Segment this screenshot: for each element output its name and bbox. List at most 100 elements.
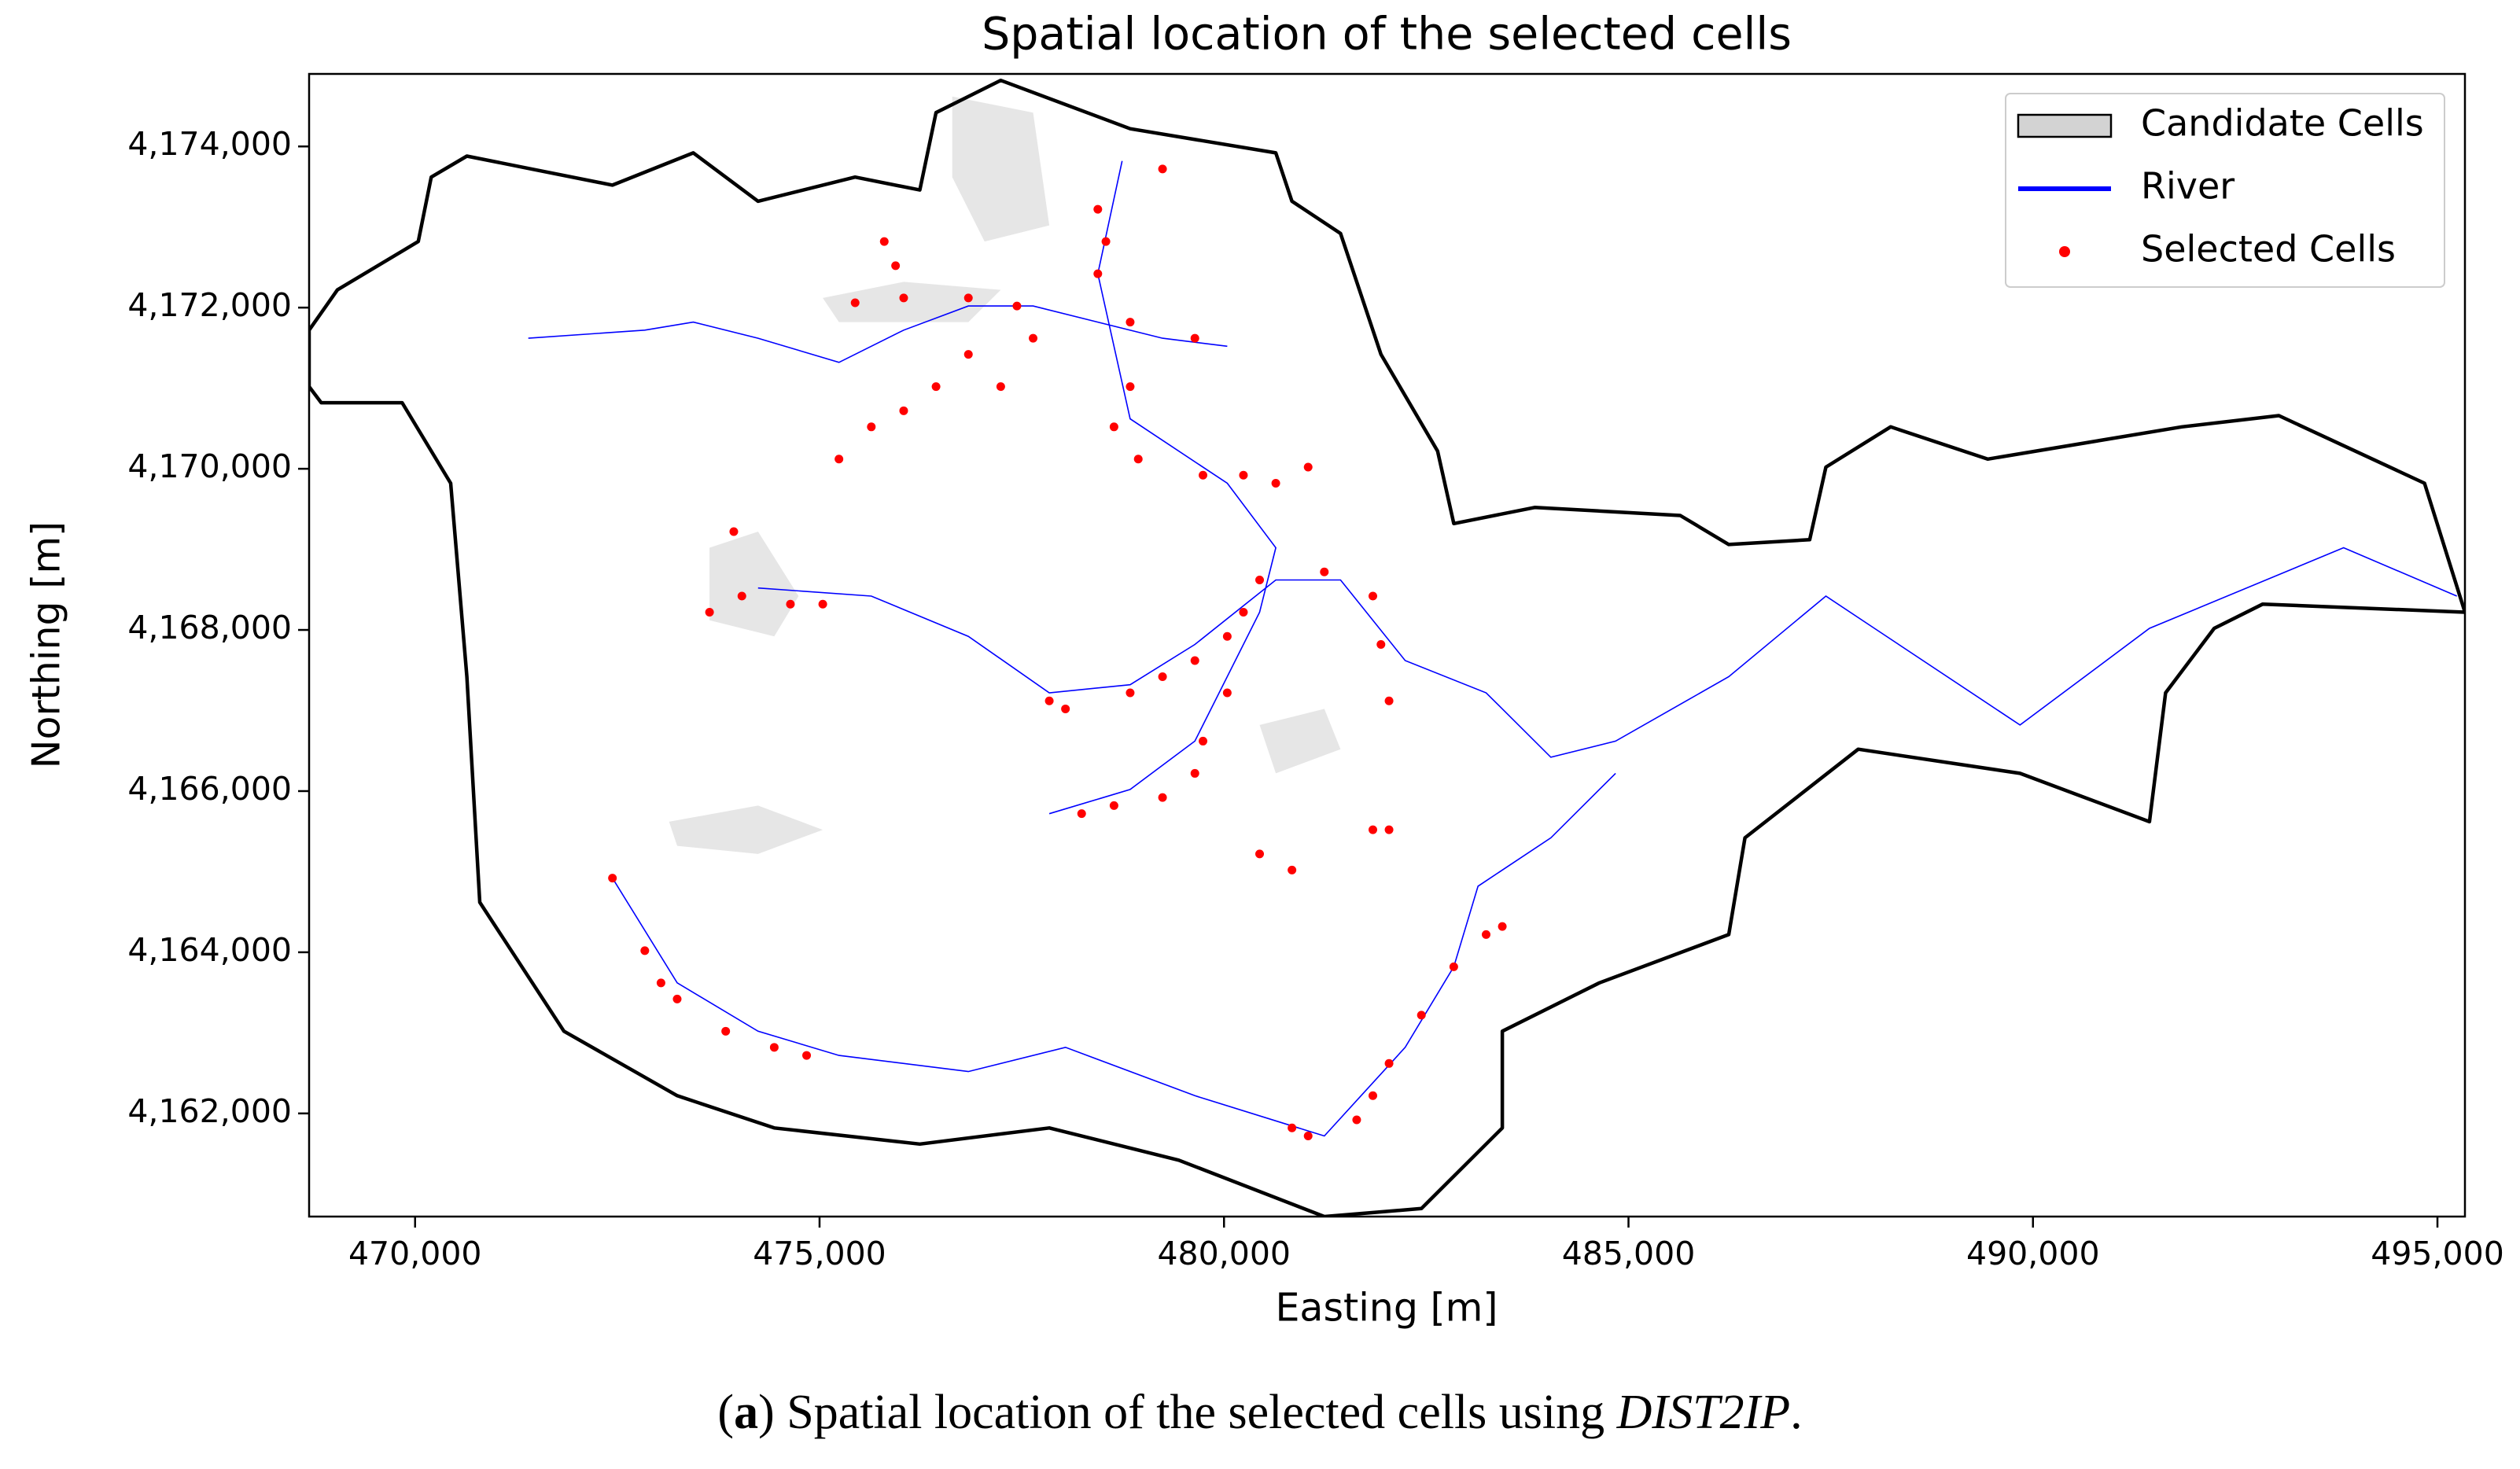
caption-part: ) Spatial location of the selected cells… — [758, 1386, 1617, 1439]
selected-cell — [1077, 809, 1086, 819]
selected-cell — [834, 455, 844, 464]
legend-label: River — [2141, 165, 2234, 208]
selected-cell — [1255, 576, 1265, 585]
river — [612, 772, 1616, 1137]
caption-part: . — [1790, 1386, 1803, 1439]
selected-cell — [818, 599, 827, 609]
caption-label: a — [734, 1386, 758, 1439]
caption-method: DIST2IP — [1616, 1386, 1790, 1439]
selected-cell — [1369, 825, 1378, 834]
selected-cell — [1158, 793, 1167, 802]
plot-area — [309, 78, 2465, 1217]
legend-label: Selected Cells — [2141, 228, 2396, 271]
x-tick-label: 495,000 — [2371, 1235, 2504, 1272]
selected-cell — [899, 406, 908, 415]
selected-cell — [1190, 333, 1199, 343]
selected-cell — [1126, 318, 1135, 327]
selected-cell — [1109, 801, 1118, 810]
selected-cell — [1158, 164, 1167, 174]
selected-cell — [1199, 736, 1208, 746]
y-tick-label: 4,164,000 — [127, 931, 292, 969]
selected-cell — [1101, 237, 1111, 246]
selected-cell — [721, 1026, 731, 1036]
x-tick-label: 485,000 — [1562, 1235, 1696, 1272]
selected-cell — [672, 994, 682, 1003]
axes: 470,000 475,000 480,000 485,000 490,000 495,0… — [127, 125, 2503, 1272]
selected-cell — [1190, 768, 1199, 778]
selected-cell — [1288, 865, 1297, 874]
selected-cell — [705, 607, 714, 617]
candidate-cell — [1259, 709, 1341, 774]
selected-cell — [891, 261, 901, 271]
selected-cell — [1109, 422, 1118, 432]
selected-cell — [1239, 470, 1248, 480]
selected-cell — [931, 382, 941, 392]
selected-cell — [1369, 1091, 1378, 1100]
y-tick-label: 4,174,000 — [127, 125, 292, 163]
selected-cell — [1029, 333, 1038, 343]
selected-cell — [1384, 825, 1394, 834]
y-tick-label: 4,172,000 — [127, 286, 292, 324]
x-tick-label: 475,000 — [753, 1235, 886, 1272]
legend-box — [2005, 93, 2445, 288]
selected-cell — [963, 293, 973, 303]
x-tick-label: 470,000 — [348, 1235, 482, 1272]
selected-cell — [737, 591, 746, 601]
caption: (a) Spatial location of the selected cel… — [717, 1386, 1802, 1439]
x-axis-label: Easting [m] — [1275, 1286, 1498, 1331]
selected-cell — [850, 298, 860, 307]
selected-cell — [1222, 631, 1232, 641]
selected-cell — [1044, 696, 1054, 705]
selected-cell — [1126, 688, 1135, 698]
selected-cell — [899, 293, 908, 303]
selected-cell — [996, 382, 1005, 392]
x-tick-label: 480,000 — [1157, 1235, 1291, 1272]
caption-part: ( — [717, 1386, 734, 1439]
selected-cell — [1449, 962, 1458, 971]
selected-cell — [879, 237, 889, 246]
legend-label: Candidate Cells — [2141, 102, 2424, 145]
selected-cell — [802, 1051, 812, 1060]
selected-cell — [608, 874, 617, 883]
selected-cell — [1133, 455, 1143, 464]
selected-cell — [1158, 672, 1167, 681]
selected-cell — [1303, 1132, 1313, 1141]
selected-cell — [1384, 696, 1394, 705]
chart-title: Spatial location of the selected cells — [982, 9, 1792, 61]
y-tick-label: 4,162,000 — [127, 1092, 292, 1130]
selected-cell — [963, 350, 973, 359]
selected-cell — [729, 527, 739, 536]
selected-cell — [1417, 1011, 1426, 1020]
catchment-boundary — [309, 78, 2465, 1217]
selected-cell — [1376, 639, 1386, 649]
selected-cell — [1498, 922, 1507, 931]
selected-cell — [1255, 849, 1265, 859]
candidate-cell — [823, 282, 1001, 322]
selected-cell — [769, 1043, 779, 1052]
selected-cell — [786, 599, 795, 609]
selected-cell — [1352, 1115, 1361, 1125]
axes-frame — [308, 72, 2467, 1218]
selected-cell — [656, 978, 665, 988]
y-axis-label: Northing [m] — [24, 521, 69, 768]
y-tick-label: 4,168,000 — [127, 609, 292, 646]
selected-cell — [1320, 567, 1329, 576]
selected-cell — [1481, 930, 1490, 939]
selected-cell — [1303, 462, 1313, 472]
selected-cell — [1288, 1123, 1297, 1132]
y-tick-label: 4,166,000 — [127, 770, 292, 808]
selected-cell — [1126, 382, 1135, 392]
x-tick-label: 490,000 — [1966, 1235, 2100, 1272]
candidate-cell — [709, 532, 799, 637]
legend-swatch — [2017, 113, 2113, 138]
selected-cell — [1061, 704, 1070, 713]
selected-cell — [640, 946, 650, 955]
selected-cell — [1271, 479, 1280, 488]
selected-cell — [1199, 470, 1208, 480]
selected-cell — [1093, 204, 1103, 214]
legend: Candidate Cells River Selected Cells — [2005, 93, 2445, 288]
river — [528, 305, 1228, 363]
candidate-cell — [669, 805, 823, 854]
